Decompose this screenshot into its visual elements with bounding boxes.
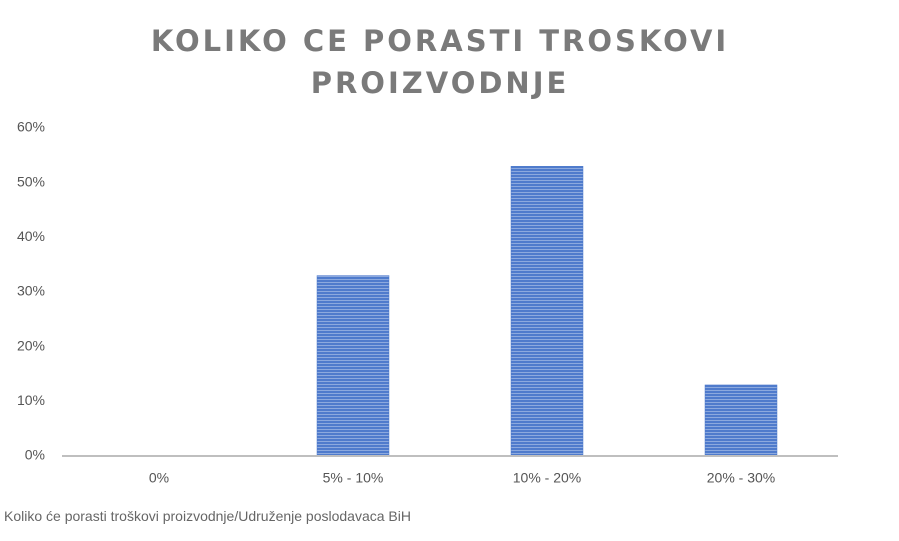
y-tick-label: 20% [17,337,45,353]
x-tick-label: 0% [149,470,169,486]
bar [704,384,778,457]
y-tick-label: 30% [17,283,45,299]
caption: Koliko će porasti troškovi proizvodnje/U… [4,508,411,524]
y-tick-label: 60% [17,119,45,135]
bar [510,166,584,457]
x-tick-label: 10% - 20% [513,470,581,486]
chart: 0% 10% 20% 30% 40% 50% 60% 0% 5% - 10% 10% - 20% 2… [17,119,838,486]
y-tick-label: 10% [17,392,45,408]
x-tick-label: 20% - 30% [707,470,775,486]
x-tick-label: 5% - 10% [323,470,384,486]
bar [316,275,390,457]
y-tick-label: 40% [17,228,45,244]
y-tick-label: 0% [25,447,45,463]
y-tick-label: 50% [17,173,45,189]
chart-title: KOLIKO CE PORASTI TROSKOVI PROIZVODNJE [150,24,730,100]
